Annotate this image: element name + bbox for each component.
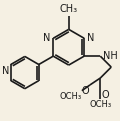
Text: CH₃: CH₃ (60, 4, 78, 14)
Text: N: N (43, 33, 50, 43)
Text: NH: NH (103, 51, 118, 61)
Text: O: O (102, 90, 109, 100)
Text: OCH₃: OCH₃ (59, 92, 81, 101)
Text: OCH₃: OCH₃ (89, 100, 111, 109)
Text: N: N (2, 66, 9, 76)
Text: O: O (81, 86, 89, 95)
Text: N: N (87, 33, 94, 43)
